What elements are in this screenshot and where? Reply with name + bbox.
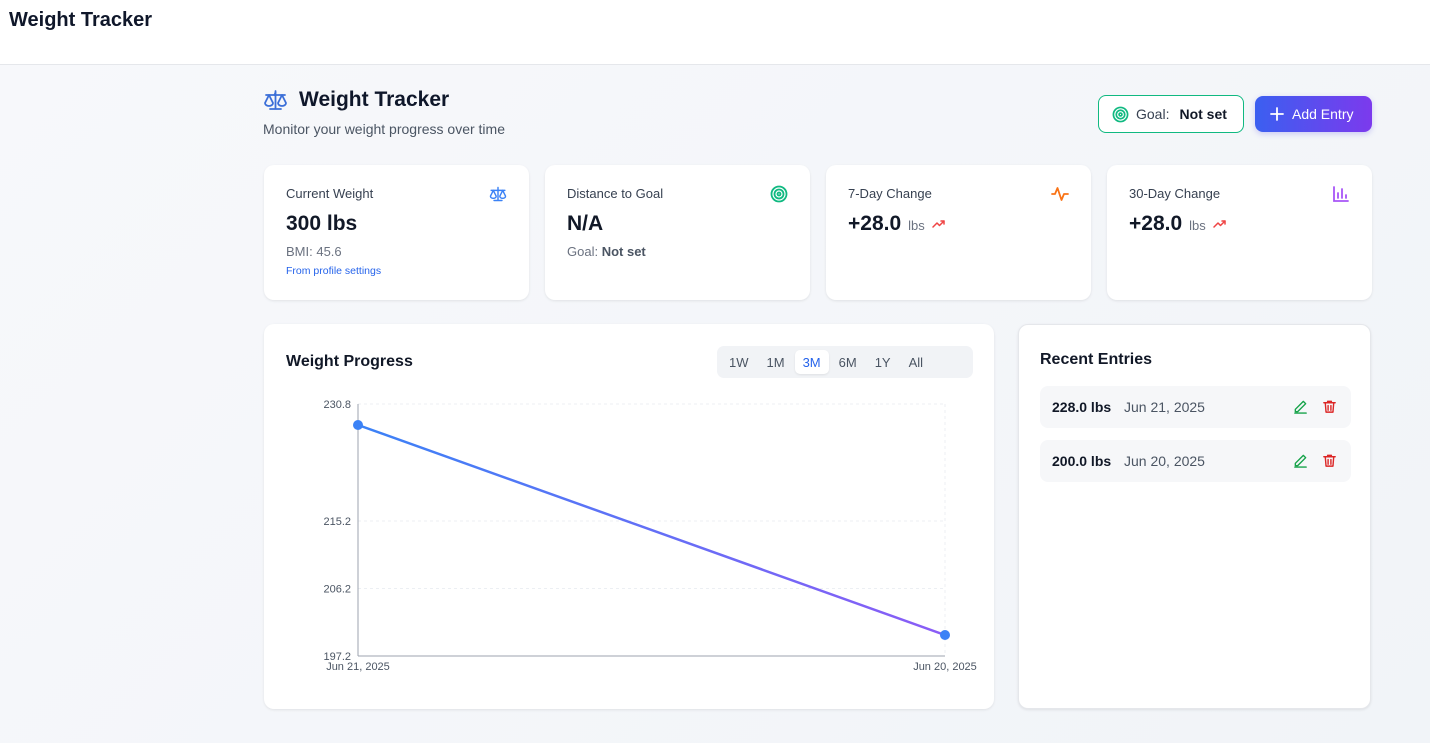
- series-line: [356, 423, 947, 637]
- range-3m[interactable]: 3M: [794, 350, 829, 374]
- entry-date: Jun 20, 2025: [1124, 453, 1205, 469]
- weight-progress-panel: 230.8 215.2 206.2 197.2 Jun 21, 2025 Jun 20, …: [264, 324, 994, 709]
- goal-label: Goal:: [1136, 106, 1170, 122]
- page-subtitle: Monitor your weight progress over time: [263, 121, 505, 137]
- stat-label: 30-Day Change: [1129, 186, 1221, 201]
- stat-value: 300 lbs: [286, 212, 357, 236]
- recent-entries-panel: Recent Entries 228.0 lbs Jun 21, 2025 20…: [1018, 324, 1371, 709]
- edit-icon[interactable]: [1293, 399, 1308, 414]
- entry-weight: 228.0 lbs: [1052, 399, 1112, 415]
- page-title: Weight Tracker: [299, 88, 450, 111]
- current-weight-value: 300 lbs: [286, 212, 358, 235]
- scale-icon: [264, 90, 287, 110]
- seven-day-value: +28.0: [848, 212, 902, 235]
- y-tick-label: 230.8: [323, 399, 351, 411]
- scale-icon: [489, 186, 507, 202]
- target-icon: [1112, 106, 1129, 122]
- goal-button[interactable]: Goal: Not set: [1098, 95, 1244, 133]
- entry-weight: 200.0 lbs: [1052, 453, 1112, 469]
- plus-icon: [1270, 107, 1284, 121]
- stat-card-distance-to-goal: Distance to Goal N/A Goal: Not set: [545, 165, 810, 300]
- data-point: [940, 630, 950, 640]
- profile-settings-link[interactable]: From profile settings: [286, 265, 382, 277]
- edit-icon[interactable]: [1293, 453, 1308, 468]
- unit-label: lbs: [1189, 218, 1206, 233]
- entry-date: Jun 21, 2025: [1124, 399, 1205, 415]
- thirty-day-value: +28.0: [1129, 212, 1183, 235]
- bmi-text: BMI: 45.6: [286, 244, 342, 259]
- add-entry-label: Add Entry: [1292, 106, 1354, 122]
- data-point: [353, 420, 363, 430]
- trending-up-icon: [1213, 220, 1226, 228]
- target-icon: [770, 185, 788, 203]
- stat-card-current-weight: Current Weight 300 lbs BMI: 45.6 From pr…: [264, 165, 529, 300]
- x-tick-label: Jun 21, 2025: [326, 661, 390, 673]
- trending-up-icon: [932, 220, 945, 228]
- goal-value: Not set: [1179, 106, 1227, 122]
- y-tick-label: 215.2: [323, 516, 351, 528]
- range-1y[interactable]: 1Y: [874, 354, 891, 370]
- list-item: 200.0 lbs Jun 20, 2025: [1040, 440, 1351, 482]
- range-1w[interactable]: 1W: [729, 354, 749, 370]
- stat-label: 7-Day Change: [848, 186, 932, 201]
- goal-text: Goal: Not set: [567, 244, 646, 259]
- stat-label: Distance to Goal: [567, 186, 664, 201]
- top-bar: Weight Tracker: [0, 0, 1430, 65]
- goal-text-value: Not set: [601, 244, 646, 259]
- x-tick-label: Jun 20, 2025: [913, 661, 977, 673]
- time-range-selector: 1W 1M 3M 6M 1Y All: [717, 346, 973, 378]
- recent-entries-title: Recent Entries: [1040, 351, 1153, 368]
- activity-icon: [1051, 187, 1069, 201]
- stat-value: +28.0 lbs: [848, 212, 946, 236]
- stat-value: N/A: [567, 212, 603, 236]
- trash-icon[interactable]: [1322, 399, 1337, 414]
- stat-card-30-day-change: 30-Day Change +28.0 lbs: [1107, 165, 1372, 300]
- unit-label: lbs: [908, 218, 925, 233]
- chart-title: Weight Progress: [286, 353, 413, 370]
- add-entry-button[interactable]: Add Entry: [1255, 96, 1372, 132]
- range-6m[interactable]: 6M: [838, 354, 857, 370]
- stat-card-7-day-change: 7-Day Change +28.0 lbs: [826, 165, 1091, 300]
- bar-chart-icon: [1333, 186, 1349, 202]
- range-1m[interactable]: 1M: [766, 354, 785, 370]
- goal-text-label: Goal:: [567, 244, 599, 259]
- trash-icon[interactable]: [1322, 453, 1337, 468]
- y-tick-label: 197.2: [323, 651, 351, 663]
- range-all[interactable]: All: [908, 354, 924, 370]
- distance-value: N/A: [567, 212, 604, 235]
- app-title: Weight Tracker: [9, 9, 153, 31]
- list-item: 228.0 lbs Jun 21, 2025: [1040, 386, 1351, 428]
- stat-label: Current Weight: [286, 186, 374, 201]
- y-tick-label: 206.2: [323, 584, 351, 596]
- stat-value: +28.0 lbs: [1129, 212, 1227, 236]
